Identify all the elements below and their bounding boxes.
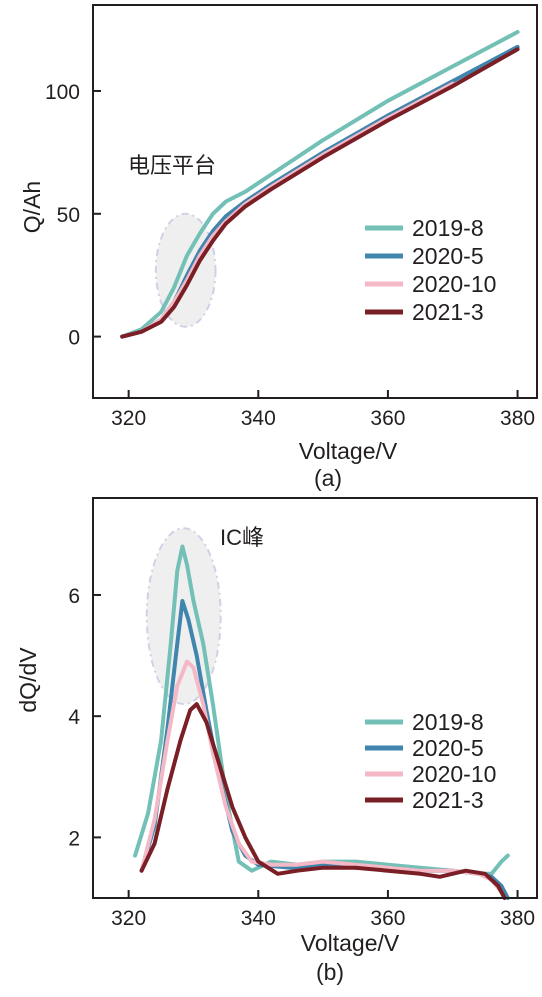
legend-label-2019-8: 2019-8: [412, 215, 484, 241]
panel-b-series-line-2021-3: [139, 702, 507, 900]
panel-a-x-tick-label: 340: [241, 407, 276, 430]
legend-label-2021-3: 2021-3: [412, 299, 484, 325]
legend-label-2020-5: 2020-5: [412, 735, 484, 761]
panel-b-x-axis-label: Voltage/V: [301, 930, 400, 956]
panel-b-y-ticks: 2 4 6: [68, 585, 101, 850]
panel-a-series: [120, 30, 520, 339]
panel-b-series-line-2020-10: [139, 659, 504, 894]
panel-b-x-tick-label: 380: [500, 907, 535, 930]
panel-a-y-ticks: 0 50 100: [45, 81, 101, 350]
legend-label-2021-3: 2021-3: [412, 787, 484, 813]
panel-b-y-axis-label: dQ/dV: [15, 647, 41, 713]
panel-a-series-line-2021-3: [120, 47, 520, 339]
panel-b-frame: [92, 497, 538, 899]
panel-a-x-ticks: 320 340 360 380: [111, 390, 535, 430]
panel-a-y-tick-label: 0: [68, 327, 80, 350]
panel-b-annotation: IC峰: [220, 525, 264, 550]
ic-peak-ellipse: [145, 527, 222, 706]
legend-label-2020-10: 2020-10: [412, 761, 496, 787]
panel-a-y-tick-label: 100: [45, 81, 80, 104]
panel-a-frame: [92, 4, 538, 399]
voltage-plateau-ellipse: [154, 212, 217, 328]
panel-a-x-tick-label: 360: [370, 407, 405, 430]
panel-b-highlight-ellipse: [145, 527, 222, 706]
panel-b-x-tick-label: 320: [111, 907, 146, 930]
panel-b-y-tick-label: 6: [68, 585, 80, 608]
panel-a-x-axis-label: Voltage/V: [299, 438, 398, 464]
panel-a-caption: (a): [314, 465, 342, 491]
panel-b-y-tick-label: 2: [68, 827, 80, 850]
panel-b-x-tick-label: 360: [370, 907, 405, 930]
panel-b: 320 340 360 380 2 4 6 Voltage/V dQ/dV IC峰 201…: [15, 497, 538, 985]
legend-label-2019-8: 2019-8: [412, 709, 484, 735]
panel-b-x-ticks: 320 340 360 380: [111, 890, 535, 930]
panel-a-y-axis-label: Q/Ah: [19, 181, 45, 233]
panel-a-y-tick-label: 50: [57, 204, 80, 227]
panel-b-series: [133, 544, 510, 900]
panel-a-series-line-2019-8: [120, 30, 520, 339]
panel-a-highlight-ellipse: [154, 212, 217, 328]
panel-a-x-tick-label: 380: [500, 407, 535, 430]
legend-label-2020-5: 2020-5: [412, 243, 484, 269]
panel-b-y-tick-label: 4: [68, 706, 80, 729]
panel-b-x-tick-label: 340: [241, 907, 276, 930]
legend-label-2020-10: 2020-10: [412, 271, 496, 297]
panel-b-caption: (b): [316, 959, 344, 985]
panel-a-annotation: 电压平台: [128, 153, 216, 178]
panel-a-x-tick-label: 320: [111, 407, 146, 430]
